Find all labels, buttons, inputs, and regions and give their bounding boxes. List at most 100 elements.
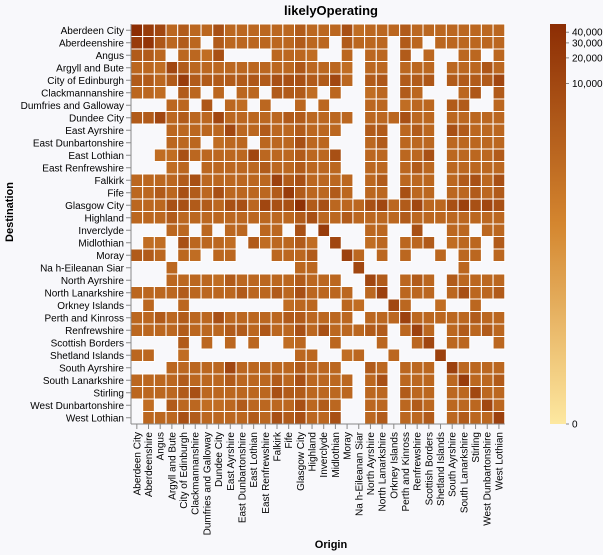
heatmap-cell	[492, 273, 506, 287]
heatmap-cell	[165, 273, 179, 287]
heatmap-cell	[212, 311, 225, 325]
heatmap-cell	[457, 186, 471, 200]
heatmap-cell	[364, 398, 377, 412]
heatmap-cell	[329, 286, 342, 300]
y-tick-label: Angus	[96, 51, 124, 62]
heatmap-cell	[480, 73, 494, 87]
heatmap-cell	[480, 173, 494, 187]
heatmap-cell	[130, 111, 144, 125]
heatmap-cell	[212, 236, 225, 250]
heatmap-cell	[410, 86, 424, 100]
heatmap-cell	[282, 236, 296, 250]
heatmap-cell	[305, 323, 319, 337]
heatmap-cell	[375, 398, 389, 412]
heatmap-cell	[387, 23, 401, 37]
heatmap-cell	[329, 236, 342, 250]
heatmap-cell	[399, 23, 412, 37]
heatmap-cell	[282, 148, 296, 162]
heatmap-cell	[188, 386, 202, 400]
heatmap-cell	[410, 361, 424, 375]
x-tick-label: Renfrewshire	[413, 432, 424, 491]
heatmap-cell	[422, 411, 436, 425]
heatmap-cell	[247, 361, 260, 375]
heatmap-cell	[270, 173, 284, 187]
heatmap-cell	[317, 111, 331, 125]
heatmap-cell	[387, 348, 401, 362]
heatmap-cell	[375, 73, 389, 87]
heatmap-cell	[165, 161, 179, 175]
heatmap-cell	[235, 286, 249, 300]
heatmap-cell	[364, 386, 377, 400]
heatmap-cell	[258, 361, 272, 375]
heatmap-cell	[434, 198, 447, 212]
heatmap-cell	[258, 386, 272, 400]
y-tick-label: Highland	[85, 213, 124, 224]
heatmap-cell	[317, 198, 331, 212]
heatmap-cell	[188, 398, 202, 412]
heatmap-cell	[130, 73, 144, 87]
heatmap-cell	[212, 361, 225, 375]
x-tick-label: Shetland Islands	[436, 432, 447, 506]
heatmap-cell	[305, 136, 319, 150]
heatmap-cell	[492, 248, 506, 262]
heatmap-cell	[340, 373, 354, 387]
y-tick-label: Glasgow City	[65, 201, 124, 212]
heatmap-cell	[294, 298, 307, 312]
heatmap-cell	[364, 223, 377, 237]
heatmap-cell	[469, 373, 482, 387]
heatmap-cell	[165, 211, 179, 225]
heatmap-cell	[142, 311, 155, 325]
heatmap-cell	[492, 411, 506, 425]
heatmap-cell	[282, 361, 296, 375]
heatmap-cell	[200, 98, 214, 112]
heatmap-cell	[317, 161, 331, 175]
heatmap-cell	[282, 186, 296, 200]
heatmap-cell	[177, 373, 190, 387]
heatmap-cell	[329, 323, 342, 337]
heatmap-cell	[153, 36, 167, 50]
heatmap-cell	[492, 136, 506, 150]
x-tick-label: Angus	[156, 432, 167, 460]
heatmap-cell	[294, 86, 307, 100]
heatmap-cell	[247, 373, 260, 387]
heatmap-cell	[387, 298, 401, 312]
heatmap-cell	[142, 411, 155, 425]
heatmap-cell	[457, 48, 471, 62]
heatmap-cell	[223, 411, 237, 425]
heatmap-cell	[212, 211, 225, 225]
heatmap-cell	[399, 98, 412, 112]
heatmap-cell	[422, 373, 436, 387]
heatmap-cell	[212, 411, 225, 425]
heatmap-cell	[294, 61, 307, 75]
heatmap-cell	[492, 61, 506, 75]
heatmap-cell	[445, 273, 459, 287]
heatmap-cell	[340, 386, 354, 400]
heatmap-cell	[492, 173, 506, 187]
heatmap-cell	[223, 336, 237, 350]
heatmap-cell	[399, 286, 412, 300]
heatmap-cell	[457, 261, 471, 275]
x-tick-label: Falkirk	[273, 431, 284, 461]
heatmap-cell	[422, 148, 436, 162]
heatmap-cell	[223, 111, 237, 125]
heatmap-cell	[457, 361, 471, 375]
heatmap-cell	[282, 373, 296, 387]
heatmap-cell	[212, 398, 225, 412]
heatmap-cell	[317, 223, 331, 237]
heatmap-cell	[235, 86, 249, 100]
heatmap-cell	[142, 386, 155, 400]
heatmap-cell	[305, 111, 319, 125]
heatmap-cell	[247, 111, 260, 125]
x-tick-label: East Lothian	[249, 432, 260, 488]
heatmap-cell	[223, 286, 237, 300]
y-tick-label: East Renfrewshire	[42, 163, 124, 174]
heatmap-cell	[270, 411, 284, 425]
heatmap-cell	[480, 123, 494, 137]
heatmap-cell	[282, 73, 296, 87]
x-tick-label: North Lanarkshire	[378, 432, 389, 512]
heatmap-cell	[410, 398, 424, 412]
heatmap-cell	[177, 36, 190, 50]
heatmap-cell	[153, 86, 167, 100]
y-tick-label: West Dunbartonshire	[30, 401, 124, 412]
heatmap-cell	[445, 361, 459, 375]
